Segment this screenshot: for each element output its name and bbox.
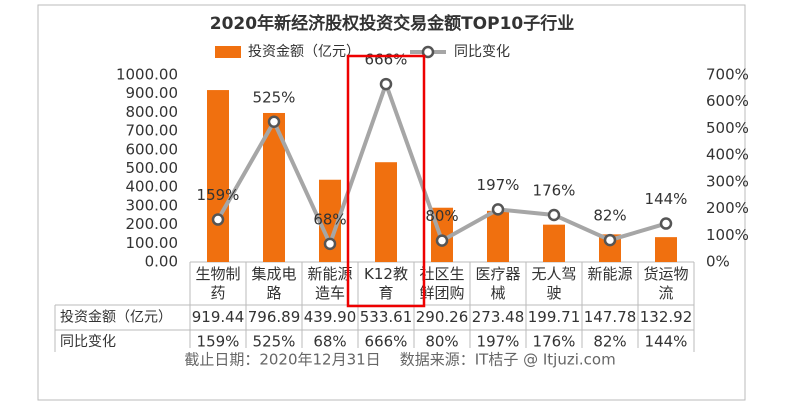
table-cell: 273.48 bbox=[472, 308, 525, 326]
table-cell: 796.89 bbox=[248, 308, 301, 326]
x-tick-label: 医疗器械 bbox=[475, 265, 520, 302]
line-marker bbox=[659, 217, 673, 230]
x-tick-label-line: 医疗器 bbox=[475, 265, 520, 283]
table-cell: 290.26 bbox=[416, 308, 469, 326]
x-tick-label: 社区生鲜团购 bbox=[419, 265, 464, 302]
y-tick-label: 600.00 bbox=[126, 140, 179, 158]
line-marker bbox=[491, 203, 505, 216]
table-cell: 147.78 bbox=[584, 308, 637, 326]
x-tick-label: 生物制药 bbox=[195, 265, 240, 302]
x-tick-label-line: 育 bbox=[378, 284, 393, 302]
y2-tick-label: 100% bbox=[706, 226, 749, 244]
x-tick-label-line: 集成电 bbox=[251, 265, 296, 283]
footer-bg bbox=[140, 348, 680, 372]
y-tick-label: 400.00 bbox=[126, 178, 179, 196]
x-tick-label-line: 新能源 bbox=[307, 265, 352, 283]
table-cell: 439.90 bbox=[304, 308, 357, 326]
x-tick-label-line: 驶 bbox=[546, 284, 561, 302]
x-tick-label: 货运物流 bbox=[643, 265, 688, 302]
y-tick-label: 0.00 bbox=[145, 253, 178, 271]
x-tick-label-line: 社区生 bbox=[419, 265, 464, 283]
bar bbox=[487, 210, 509, 262]
x-tick-label: 无人驾驶 bbox=[531, 265, 576, 302]
y-tick-label: 800.00 bbox=[126, 103, 179, 121]
table-cell: 82% bbox=[593, 333, 626, 351]
source: 截止日期：2020年12月31日 数据来源：IT桔子 @ Itjuzi.com bbox=[184, 351, 615, 369]
x-tick-label-line: K12教 bbox=[364, 265, 408, 283]
table-cell: 197% bbox=[477, 333, 520, 351]
data-label: 144% bbox=[645, 190, 688, 208]
table-cell: 132.92 bbox=[640, 308, 693, 326]
data-label: 159% bbox=[197, 186, 240, 204]
legend-swatch bbox=[215, 46, 241, 58]
table-cell: 159% bbox=[197, 333, 240, 351]
x-tick-label: K12教育 bbox=[364, 265, 408, 302]
x-tick-label-line: 无人驾 bbox=[531, 265, 576, 283]
y2-tick-label: 0% bbox=[706, 253, 730, 271]
y2-tick-label: 200% bbox=[706, 199, 749, 217]
chart-title: 2020年新经济股权投资交易金额TOP10子行业 bbox=[210, 13, 574, 34]
y2-tick-label: 700% bbox=[706, 66, 749, 84]
table-cell: 533.61 bbox=[360, 308, 413, 326]
legend-label: 投资金额（亿元） bbox=[248, 44, 360, 60]
table-cell: 919.44 bbox=[192, 308, 245, 326]
table-cell: 199.71 bbox=[528, 308, 581, 326]
line-marker bbox=[323, 237, 337, 251]
table-cell: 666% bbox=[365, 333, 408, 351]
x-tick-label-line: 路 bbox=[266, 284, 281, 302]
x-tick-label-line: 械 bbox=[490, 284, 505, 302]
line-marker bbox=[379, 77, 393, 91]
y-tick-label: 1000.00 bbox=[116, 66, 178, 84]
legend-swatch bbox=[421, 45, 435, 59]
data-label: 176% bbox=[533, 181, 576, 199]
x-tick-label-line: 流 bbox=[658, 284, 673, 302]
table-cell: 525% bbox=[253, 333, 296, 351]
data-label: 525% bbox=[253, 88, 296, 106]
x-tick-label-line: 鲜团购 bbox=[419, 284, 464, 302]
y2-tick-label: 500% bbox=[706, 119, 749, 137]
data-label: 82% bbox=[593, 207, 626, 225]
y-tick-label: 500.00 bbox=[126, 159, 179, 177]
x-tick-label-line: 造车 bbox=[315, 284, 345, 302]
table-row-label: 投资金额（亿元） bbox=[60, 310, 172, 326]
table-cell: 144% bbox=[645, 333, 688, 351]
line-marker bbox=[211, 213, 225, 226]
y-tick-label: 200.00 bbox=[126, 215, 179, 233]
line-marker bbox=[547, 208, 561, 222]
x-tick-label: 新能源 bbox=[587, 265, 632, 283]
y-tick-label: 700.00 bbox=[126, 122, 179, 140]
line-marker bbox=[435, 234, 449, 247]
x-tick-label-line: 生物制 bbox=[195, 265, 240, 283]
y-tick-label: 900.00 bbox=[126, 84, 179, 102]
x-tick-label: 新能源造车 bbox=[307, 265, 352, 302]
highlight-box bbox=[346, 54, 426, 308]
data-label: 197% bbox=[477, 176, 520, 194]
bar bbox=[655, 237, 677, 262]
x-tick-label-line: 新能源 bbox=[587, 265, 632, 283]
table-cell: 80% bbox=[425, 333, 458, 351]
y2-tick-label: 300% bbox=[706, 172, 749, 190]
y2-tick-label: 600% bbox=[706, 92, 749, 110]
x-tick-label-line: 药 bbox=[210, 284, 225, 302]
y-tick-label: 300.00 bbox=[126, 196, 179, 214]
legend-label: 同比变化 bbox=[454, 44, 510, 60]
data-label: 68% bbox=[313, 210, 346, 228]
data-label: 666% bbox=[365, 51, 408, 69]
line-marker bbox=[603, 233, 617, 247]
table-row-label: 同比变化 bbox=[60, 334, 116, 350]
table-cell: 68% bbox=[313, 333, 346, 351]
bar bbox=[263, 112, 285, 262]
bar bbox=[543, 224, 565, 262]
bar bbox=[207, 90, 229, 262]
x-tick-label: 集成电路 bbox=[251, 265, 296, 302]
x-tick-label-line: 货运物 bbox=[643, 265, 688, 283]
y-tick-label: 100.00 bbox=[126, 234, 179, 252]
bar bbox=[375, 162, 397, 262]
data-label: 80% bbox=[425, 207, 458, 225]
table-cell: 176% bbox=[533, 333, 576, 351]
y2-tick-label: 400% bbox=[706, 146, 749, 164]
line-marker bbox=[267, 115, 281, 128]
